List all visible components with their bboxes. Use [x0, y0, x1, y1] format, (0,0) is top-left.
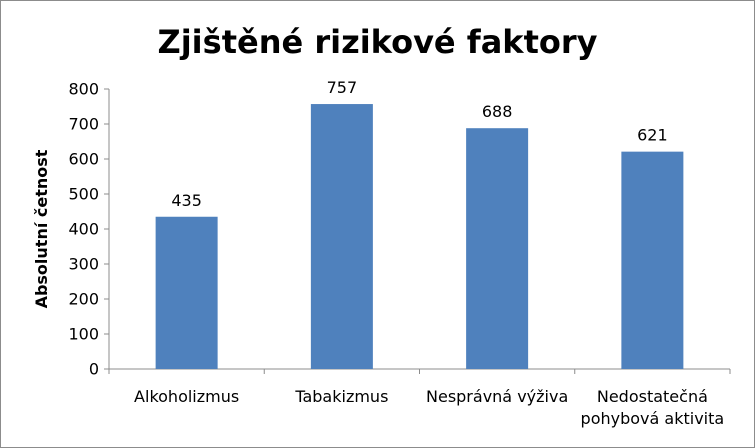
- category-label: Nedostatečná: [597, 387, 708, 406]
- y-tick-label: 700: [68, 115, 99, 134]
- data-label: 435: [171, 191, 202, 210]
- bar: [466, 128, 529, 369]
- category-label: Alkoholizmus: [134, 387, 239, 406]
- data-label: 757: [327, 78, 358, 97]
- category-label: pohybová aktivita: [581, 409, 725, 428]
- bar: [310, 104, 373, 370]
- y-tick-label: 500: [68, 185, 99, 204]
- y-tick-label: 400: [68, 220, 99, 239]
- category-label: Nesprávná výživa: [426, 387, 568, 406]
- y-tick-label: 300: [68, 255, 99, 274]
- y-tick-label: 0: [89, 360, 99, 379]
- y-tick-label: 800: [68, 80, 99, 99]
- y-axis-title: Absolutní četnost: [32, 149, 51, 308]
- data-label: 621: [637, 126, 668, 145]
- y-tick-label: 600: [68, 150, 99, 169]
- chart-title: Zjištěné rizikové faktory: [157, 23, 598, 61]
- y-tick-label: 200: [68, 290, 99, 309]
- category-label: Tabakizmus: [294, 387, 388, 406]
- y-tick-label: 100: [68, 325, 99, 344]
- bar: [621, 151, 684, 369]
- bar: [155, 216, 218, 369]
- data-label: 688: [482, 102, 513, 121]
